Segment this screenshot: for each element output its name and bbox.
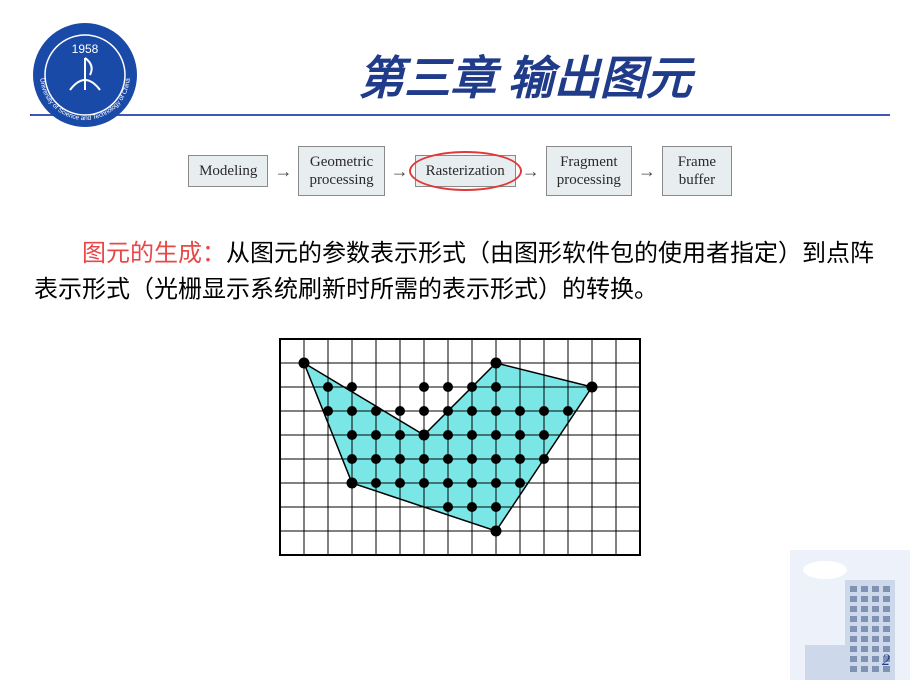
page-title: 第三章 输出图元 [160,42,890,108]
university-logo: 1958University of Science and Technology… [30,20,140,130]
building-image [790,550,910,680]
body-lead: 图元的生成： [82,241,226,267]
svg-text:1958: 1958 [72,42,99,56]
title-underline [30,114,890,116]
arrow-right-icon: → [391,161,409,182]
pipeline-box: Modeling [188,155,268,187]
arrow-right-icon: → [638,161,656,182]
slide: 1958University of Science and Technology… [0,0,920,690]
body-text: 图元的生成：从图元的参数表示形式（由图形软件包的使用者指定）到点阵表示形式（光栅… [30,236,890,308]
raster-svg [279,338,641,556]
raster-diagram [30,338,890,556]
page-number: 2 [882,652,890,670]
pipeline-box: Framebuffer [662,146,732,196]
arrow-right-icon: → [522,161,540,182]
pipeline-box: Geometricprocessing [298,146,384,196]
arrow-right-icon: → [274,161,292,182]
pipeline-diagram: Modeling → Geometricprocessing → Rasterizati… [30,146,890,196]
pipeline-box: Fragmentprocessing [546,146,632,196]
pipeline-box: Rasterization [415,155,516,187]
